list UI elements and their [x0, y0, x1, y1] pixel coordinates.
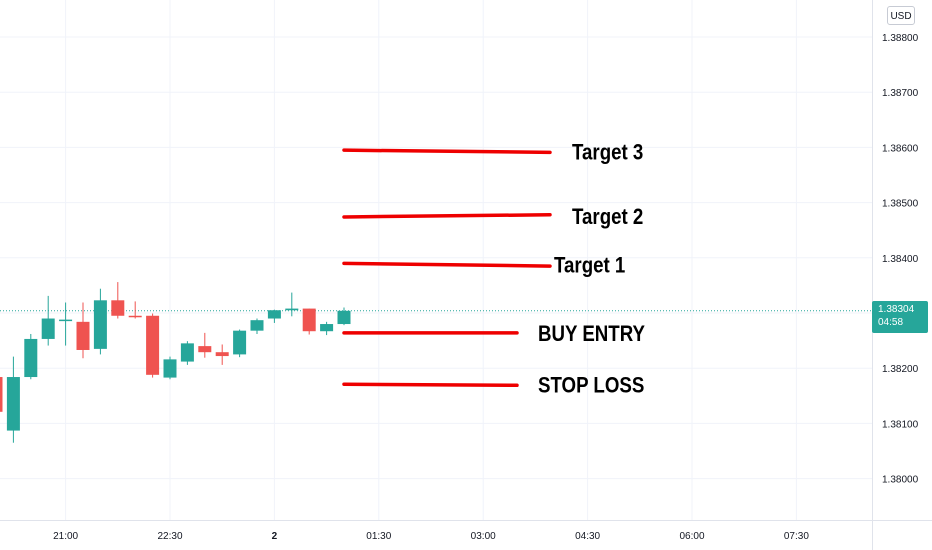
y-tick-label: 1.38600	[882, 143, 919, 154]
bar-countdown: 04:58	[878, 317, 904, 328]
annotation-label: Target 1	[554, 254, 625, 278]
candle-body	[0, 377, 3, 412]
candle-body	[215, 352, 229, 357]
y-tick-label: 1.38800	[882, 33, 919, 44]
annotation-line	[342, 148, 552, 155]
last-price-tag: 1.38304 04:58	[872, 301, 928, 333]
candle-body	[163, 359, 177, 378]
x-tick-label: 07:30	[784, 531, 809, 542]
x-tick-label: 04:30	[575, 531, 600, 542]
annotation-line	[342, 382, 519, 388]
candle-body	[24, 338, 38, 378]
candle-body	[180, 343, 194, 362]
y-tick-label: 1.38100	[882, 419, 919, 430]
annotation-label: STOP LOSS	[538, 374, 644, 398]
candle-body	[302, 308, 316, 332]
y-tick-label: 1.38000	[882, 475, 919, 486]
y-tick-label: 1.38500	[882, 199, 919, 210]
x-tick-label: 2	[272, 531, 278, 542]
candle-body	[233, 330, 247, 355]
x-tick-label: 01:30	[366, 531, 391, 542]
candle-body	[111, 300, 125, 316]
x-tick-label: 03:00	[471, 531, 496, 542]
candle-body	[198, 346, 212, 353]
y-tick-label: 1.38200	[882, 364, 919, 375]
candle-body	[250, 320, 264, 331]
annotation-label: Target 2	[572, 206, 643, 230]
candle-body	[41, 318, 55, 339]
candle-body	[6, 377, 20, 431]
annotation-line	[342, 212, 552, 219]
candle-body	[320, 324, 334, 332]
y-tick-label: 1.38400	[882, 254, 919, 265]
annotation-line	[342, 261, 552, 268]
annotation-label: Target 3	[572, 141, 643, 165]
annotation-label: BUY ENTRY	[538, 323, 645, 347]
candle-body	[337, 310, 351, 325]
candle-body	[146, 315, 160, 375]
x-tick-label: 22:30	[157, 531, 182, 542]
candle-body	[267, 310, 281, 319]
x-tick-label: 21:00	[53, 531, 78, 542]
y-tick-label: 1.38700	[882, 88, 919, 99]
currency-button[interactable]: USD	[887, 6, 915, 25]
candle-body	[285, 308, 299, 311]
x-tick-label: 06:00	[679, 531, 704, 542]
candle-body	[76, 321, 90, 350]
candle-body	[128, 315, 142, 318]
last-price-value: 1.38304	[878, 304, 915, 315]
candle-body	[93, 300, 107, 349]
candle-body	[59, 319, 73, 322]
